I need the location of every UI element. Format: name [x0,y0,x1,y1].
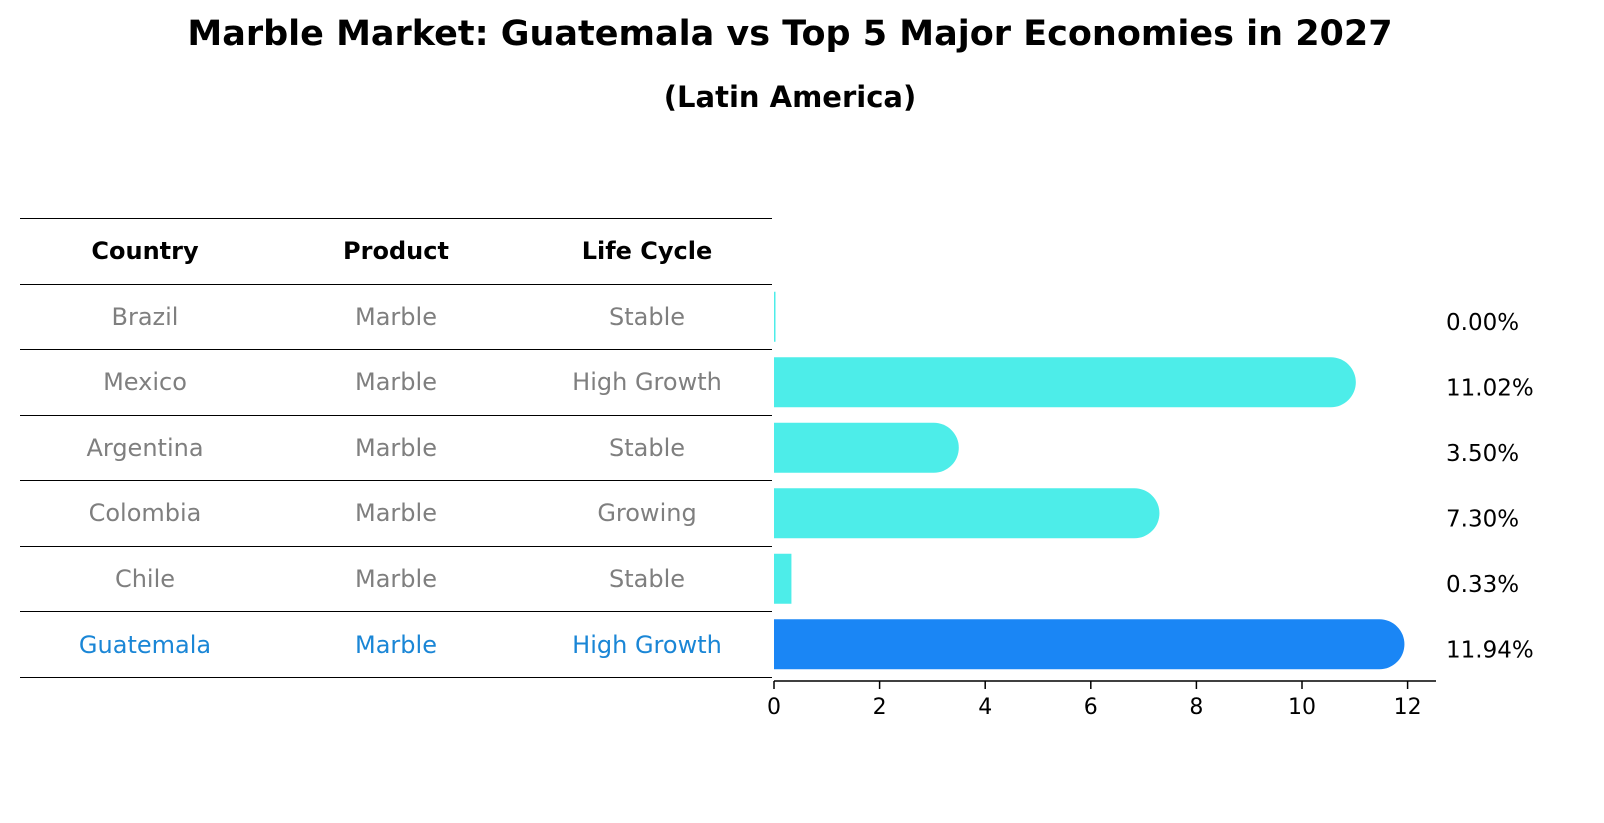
cell-product: Marble [355,368,437,397]
x-tick-label: 12 [1394,695,1422,720]
cell-product: Marble [355,302,437,331]
cell-product: Marble [355,564,437,593]
cell-country: Argentina [86,433,204,462]
bar-value-label: 0.00% [1446,310,1519,336]
cell-life-cycle: Stable [608,302,686,331]
header-product: Product [343,237,449,266]
chart-subtitle: (Latin America) [663,80,917,114]
data-table: Country Product Life Cycle Brazil Marble… [20,218,772,678]
table-row: Argentina Marble Stable [20,414,772,481]
header-life-cycle: Life Cycle [581,237,713,266]
cell-life-cycle: Stable [608,433,686,462]
bar [774,357,1356,408]
bar-value-label: 3.50% [1446,441,1519,467]
table-row: Colombia Marble Growing [20,480,772,546]
cell-country: Brazil [111,302,179,331]
cell-product: Marble [355,630,437,659]
cell-product: Marble [355,499,437,528]
table-row: Chile Marble Stable [20,545,772,612]
chart-title: Marble Market: Guatemala vs Top 5 Major … [187,14,1393,54]
x-tick-label: 6 [1084,695,1098,720]
table-row-highlighted: Guatemala Marble High Growth [20,611,772,678]
table-header-row: Country Product Life Cycle [20,218,772,284]
cell-product: Marble [355,433,437,462]
cell-life-cycle: High Growth [572,368,722,397]
table-row: Mexico Marble High Growth [20,349,772,415]
cell-country: Guatemala [78,630,212,659]
cell-life-cycle: Growing [597,499,697,528]
cell-country: Mexico [103,368,187,397]
bar [774,422,959,473]
bar-value-label: 11.02% [1446,375,1534,401]
x-tick-label: 8 [1189,695,1203,720]
bar-value-label: 0.33% [1446,572,1519,598]
x-tick-label: 10 [1288,695,1316,720]
bar-value-label: 11.94% [1446,637,1534,663]
x-tick-label: 4 [978,695,992,720]
bar [774,553,792,604]
x-tick-label: 0 [767,695,781,720]
bar [774,488,1160,539]
header-country: Country [91,237,199,266]
bar [774,619,1405,670]
table-row: Brazil Marble Stable [20,283,772,350]
bar [774,291,776,342]
cell-life-cycle: High Growth [572,630,722,659]
cell-country: Colombia [88,499,202,528]
cell-life-cycle: Stable [608,564,686,593]
bar-value-label: 7.30% [1446,506,1519,532]
cell-country: Chile [114,564,176,593]
x-tick-label: 2 [873,695,887,720]
